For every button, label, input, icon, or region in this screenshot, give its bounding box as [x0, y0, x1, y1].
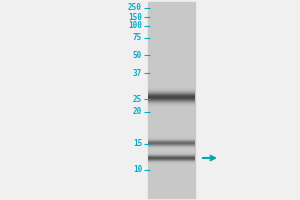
Bar: [148, 142, 195, 143]
Bar: [148, 147, 195, 148]
Text: 150: 150: [128, 12, 142, 21]
Text: 25: 25: [133, 95, 142, 104]
Bar: [148, 94, 195, 95]
Bar: [148, 143, 195, 144]
Bar: [148, 154, 195, 155]
Bar: [148, 96, 195, 97]
Bar: [148, 92, 195, 93]
Text: 37: 37: [133, 68, 142, 77]
Bar: [148, 89, 195, 90]
Bar: [148, 91, 195, 92]
Bar: [148, 107, 195, 108]
Bar: [148, 97, 195, 98]
Bar: [148, 152, 195, 153]
Bar: [148, 137, 195, 138]
Bar: [148, 140, 195, 141]
Text: 50: 50: [133, 50, 142, 60]
Bar: [148, 146, 195, 147]
Bar: [148, 139, 195, 140]
Bar: [148, 95, 195, 96]
Text: 10: 10: [133, 166, 142, 174]
Text: 20: 20: [133, 108, 142, 116]
Text: 250: 250: [128, 3, 142, 12]
Bar: [148, 100, 195, 101]
Bar: [148, 99, 195, 100]
Bar: [148, 155, 195, 156]
Bar: [148, 90, 195, 91]
Bar: [148, 161, 195, 162]
Bar: [148, 2, 195, 198]
Bar: [148, 148, 195, 149]
Bar: [148, 159, 195, 160]
Bar: [148, 106, 195, 107]
Bar: [148, 158, 195, 159]
Bar: [148, 105, 195, 106]
Bar: [148, 102, 195, 103]
Bar: [148, 163, 195, 164]
Bar: [148, 160, 195, 161]
Bar: [148, 104, 195, 105]
Bar: [148, 87, 195, 88]
Bar: [148, 103, 195, 104]
Text: 100: 100: [128, 21, 142, 30]
Bar: [148, 156, 195, 157]
Bar: [148, 162, 195, 163]
Text: 15: 15: [133, 140, 142, 148]
Bar: [148, 145, 195, 146]
Bar: [148, 141, 195, 142]
Bar: [148, 144, 195, 145]
Bar: [148, 153, 195, 154]
Bar: [148, 93, 195, 94]
Bar: [148, 138, 195, 139]
Bar: [148, 88, 195, 89]
Bar: [148, 157, 195, 158]
Text: 75: 75: [133, 33, 142, 43]
Bar: [148, 101, 195, 102]
Bar: [148, 98, 195, 99]
